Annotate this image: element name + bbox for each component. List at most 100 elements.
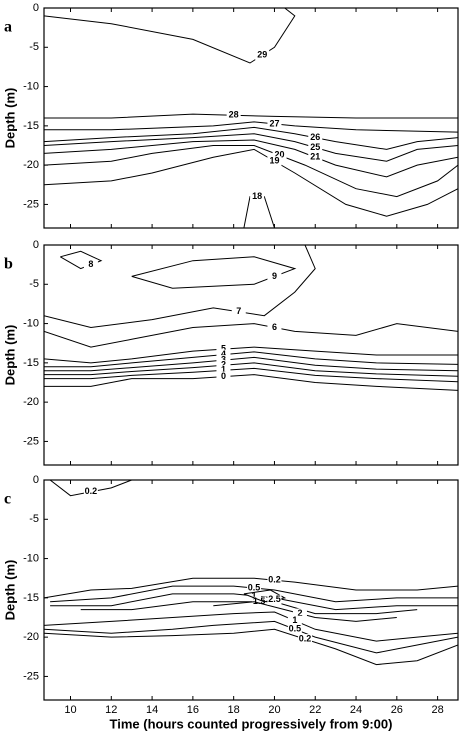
label-bg (272, 150, 287, 161)
contour-layer: 0.20.20.511.522.510.50.2 (44, 480, 458, 666)
contour-label: 7 (236, 306, 241, 316)
contour-label: 21 (310, 152, 320, 162)
y-tick-label: -25 (23, 670, 39, 682)
y-tick-label: -20 (23, 159, 39, 171)
y-tick-label: 0 (33, 239, 39, 251)
x-tick-label: 20 (268, 704, 280, 716)
contour-label: 2.5 (268, 594, 281, 604)
contour-label: 1 (221, 365, 226, 375)
x-tick-label: 14 (146, 704, 158, 716)
x-tick-label: 28 (431, 704, 443, 716)
contour-line (44, 245, 316, 329)
panel-label: c (4, 491, 11, 508)
label-bg (250, 191, 265, 202)
contour-label: 28 (229, 110, 239, 120)
label-bg (216, 344, 231, 355)
label-bg (267, 271, 282, 282)
contour-label: 3 (221, 354, 226, 364)
label-bg (216, 371, 231, 382)
label-bg (267, 156, 282, 167)
contour-label: 18 (252, 191, 262, 201)
contour-label: 6 (272, 322, 277, 332)
contour-line (44, 611, 458, 642)
x-tick-label: 12 (105, 704, 117, 716)
y-axis-label: Depth (m) (2, 560, 17, 621)
label-bg (287, 615, 302, 626)
label-bg (216, 365, 231, 376)
y-tick-label: -5 (29, 513, 39, 525)
contour-line (44, 577, 458, 599)
panel-label: b (4, 256, 13, 273)
contour-label: 0.5 (289, 624, 302, 634)
contour-line (44, 126, 458, 150)
x-tick-label: 24 (350, 704, 362, 716)
y-tick-label: -10 (23, 552, 39, 564)
label-bg (292, 608, 307, 619)
x-axis-label: Time (hours counted progressively from 9… (110, 716, 393, 731)
contour-label: 0.5 (248, 582, 261, 592)
y-axis-label: Depth (m) (2, 325, 17, 386)
y-tick-label: 0 (33, 2, 39, 14)
label-bg (226, 110, 241, 121)
contour-line (44, 323, 458, 348)
label-bg (308, 152, 323, 163)
label-bg (267, 322, 282, 333)
y-tick-label: -5 (29, 41, 39, 53)
y-tick-label: -15 (23, 357, 39, 369)
y-tick-label: 0 (33, 474, 39, 486)
contour-line (44, 145, 458, 198)
contour-label: 26 (310, 132, 320, 142)
plot-frame (43, 244, 459, 466)
x-tick-label: 26 (391, 704, 403, 716)
plot-frame (43, 479, 459, 701)
contour-line (44, 346, 458, 364)
label-bg (247, 583, 262, 594)
contour-line (44, 351, 458, 368)
plot-frame (43, 7, 459, 229)
label-bg (216, 355, 231, 366)
label-bg (267, 118, 282, 129)
label-bg (255, 50, 270, 61)
y-axis-label: Depth (m) (2, 88, 17, 149)
contour-line (44, 139, 458, 178)
contour-label: 0 (221, 371, 226, 381)
contour-label: 1 (292, 615, 297, 625)
y-tick-label: -20 (23, 396, 39, 408)
x-tick-label: 22 (309, 704, 321, 716)
label-bg (267, 575, 282, 586)
x-tick-label: 18 (228, 704, 240, 716)
label-bg (298, 634, 313, 645)
contour-label: 5 (221, 343, 226, 353)
label-bg (308, 132, 323, 143)
y-tick-label: -5 (29, 278, 39, 290)
contour-line (243, 589, 287, 603)
contour-line (44, 133, 458, 162)
contour-label: 27 (269, 118, 279, 128)
x-tick-label: 10 (64, 704, 76, 716)
contour-label: 2 (221, 360, 226, 370)
contour-label: 19 (269, 156, 279, 166)
label-bg (287, 624, 302, 635)
x-tick-label: 16 (187, 704, 199, 716)
y-tick-label: -25 (23, 198, 39, 210)
y-tick-label: -15 (23, 592, 39, 604)
contour-label: 0.2 (299, 633, 312, 643)
contour-label: 8 (88, 259, 93, 269)
contour-line (44, 628, 458, 666)
contour-label: 0.2 (85, 486, 98, 496)
contour-line (44, 113, 458, 119)
label-bg (216, 360, 231, 371)
contour-line (44, 148, 458, 217)
label-bg (231, 306, 246, 317)
y-tick-label: -10 (23, 317, 39, 329)
label-bg (216, 349, 231, 360)
panel-label: a (4, 19, 12, 36)
contour-label: 1.5 (253, 596, 266, 606)
contour-label: 2 (297, 608, 302, 618)
label-bg (252, 596, 267, 607)
label-bg (267, 594, 282, 605)
y-tick-label: -25 (23, 435, 39, 447)
contour-line (44, 620, 458, 654)
